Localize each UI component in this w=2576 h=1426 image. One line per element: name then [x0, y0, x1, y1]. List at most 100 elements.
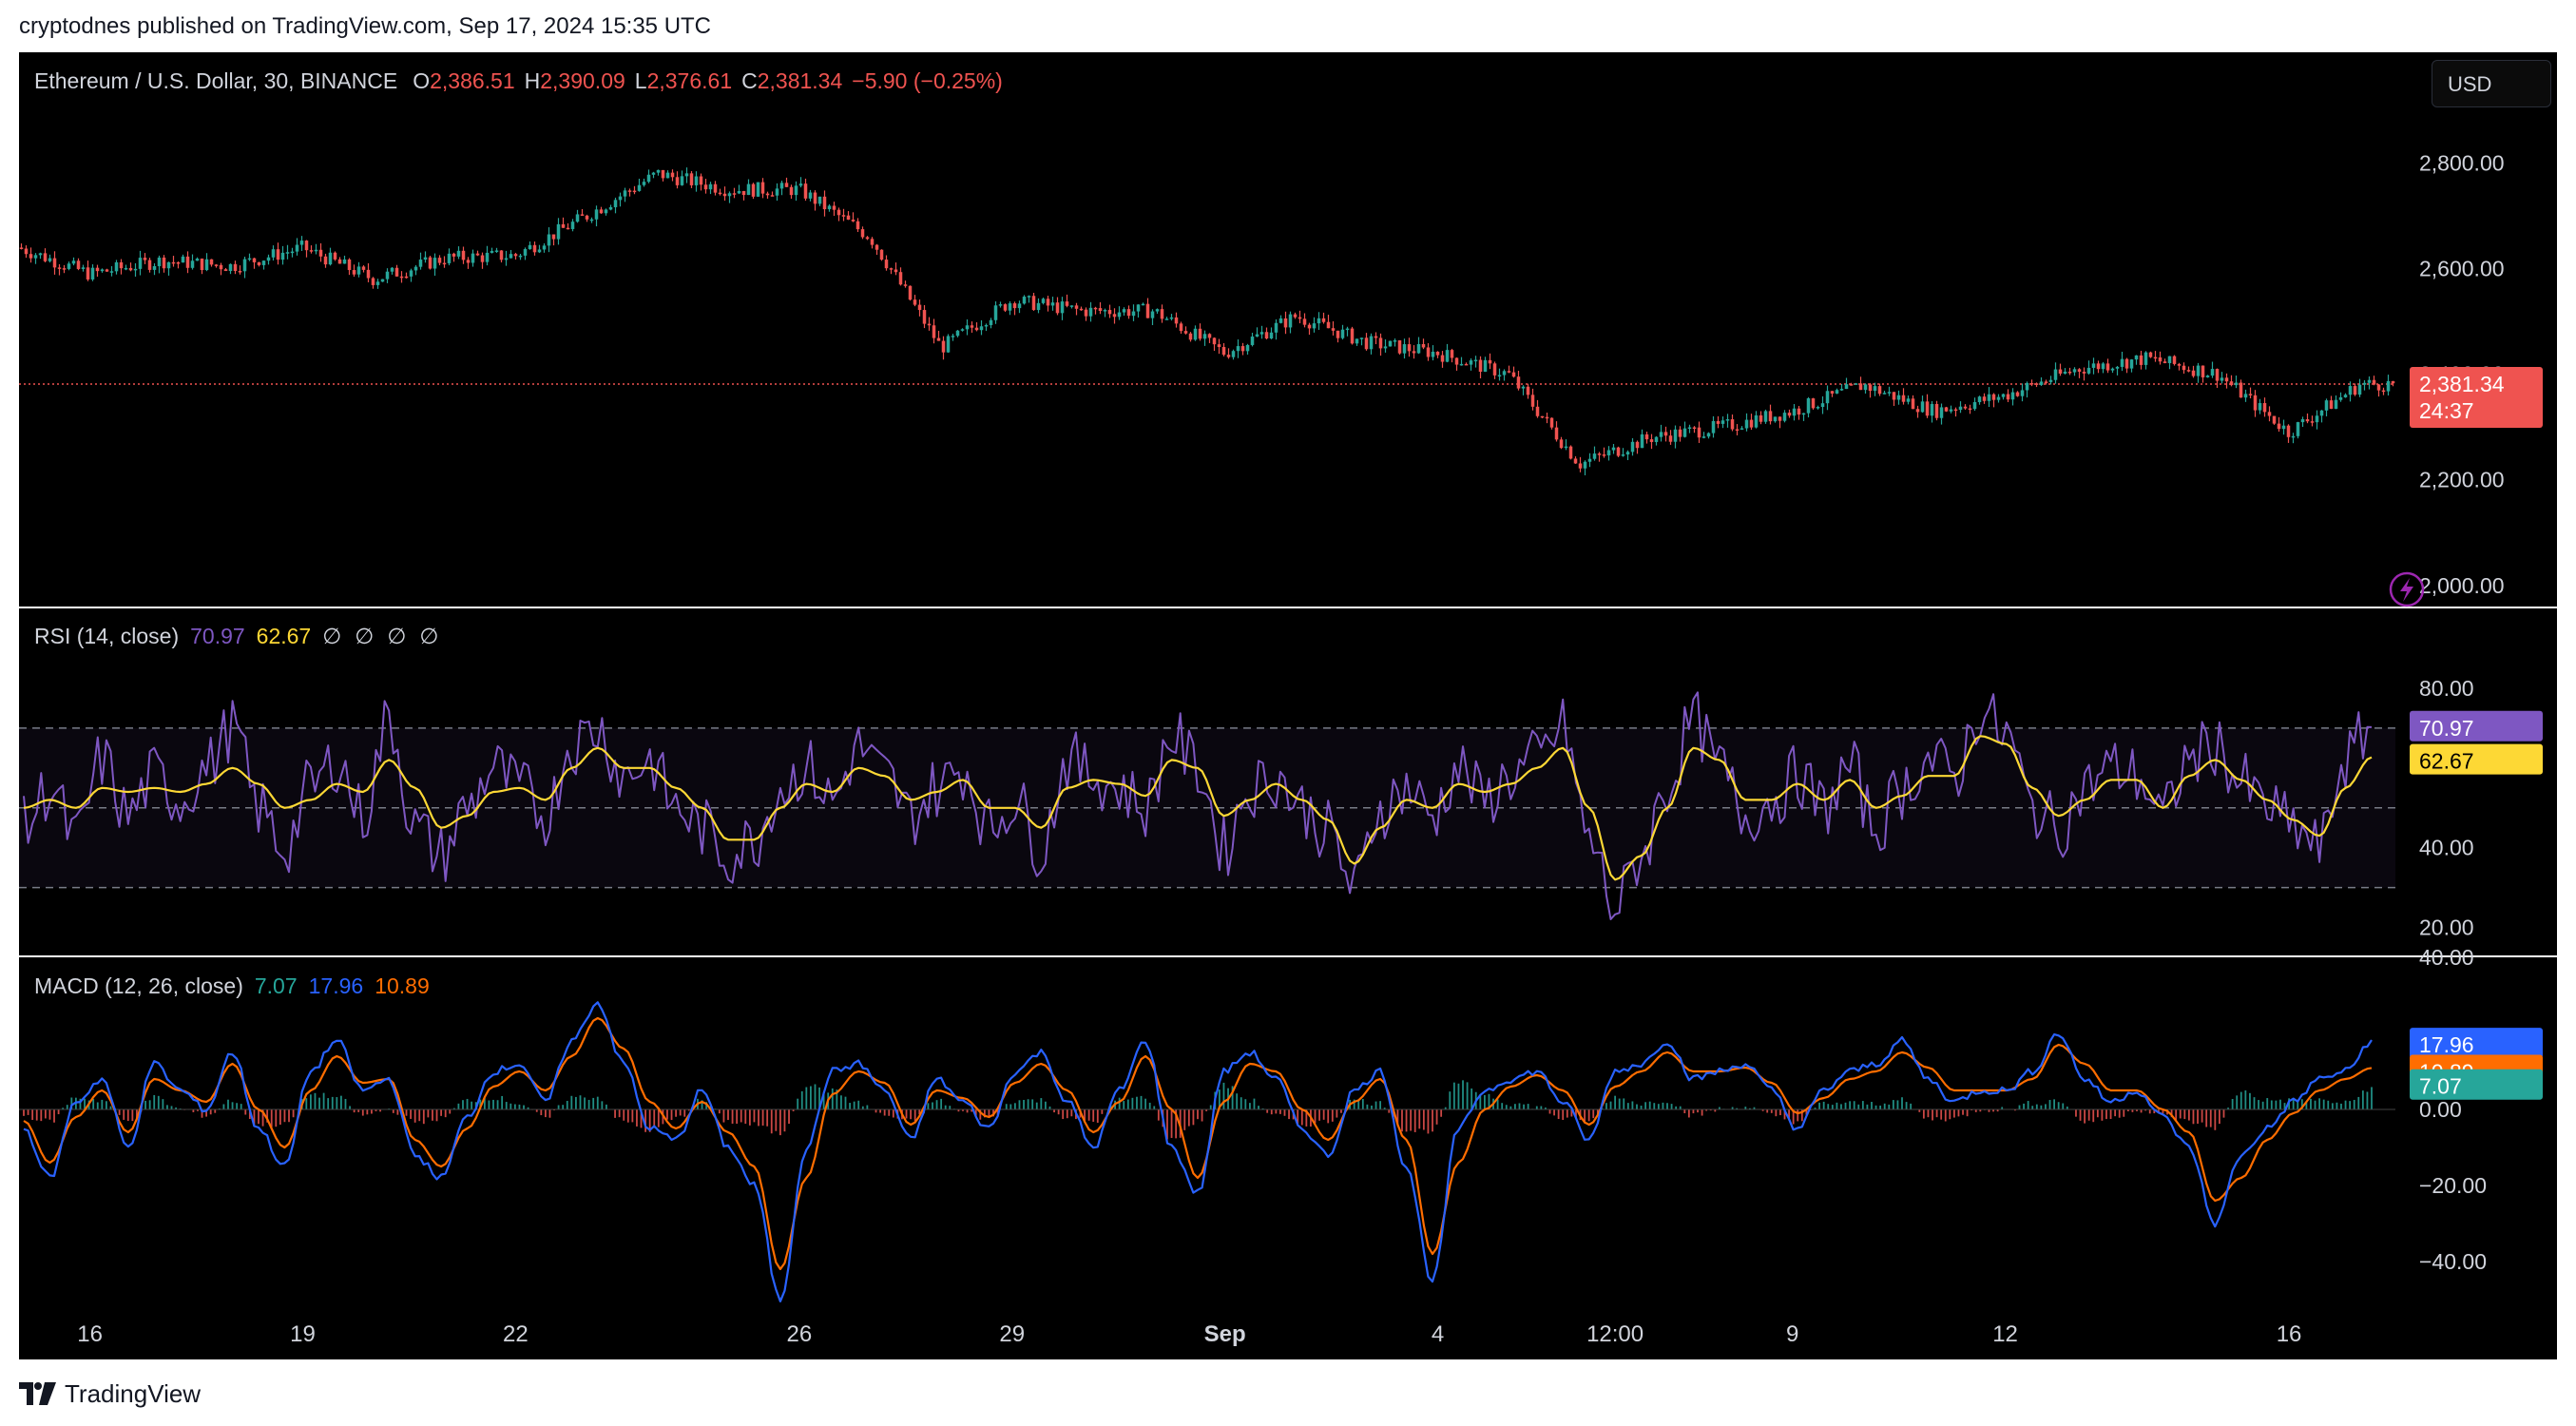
- candle-body: [1502, 371, 1507, 376]
- candle-body: [1578, 463, 1583, 469]
- candle-body: [922, 310, 927, 324]
- price-axis-tick: 2,200.00: [2419, 468, 2505, 492]
- candle-body: [1060, 301, 1065, 314]
- candle-body: [423, 257, 428, 260]
- candle-body: [1678, 429, 1682, 437]
- candle-body: [1701, 436, 1706, 438]
- candle-body: [276, 249, 280, 260]
- candle-body: [1854, 383, 1858, 385]
- candle-body: [993, 305, 998, 320]
- candle-body: [114, 261, 119, 272]
- chart-frame[interactable]: 2,800.002,600.002,400.002,200.002,000.00…: [19, 52, 2557, 1359]
- candle-body: [2129, 359, 2134, 369]
- candle-body: [2034, 383, 2039, 385]
- candle-body: [347, 259, 352, 271]
- candle-body: [309, 250, 314, 252]
- candle-body: [176, 261, 181, 264]
- candle-body: [2315, 415, 2319, 423]
- candle-body: [2110, 368, 2115, 371]
- lightning-icon[interactable]: [2389, 571, 2425, 607]
- candle-body: [1074, 305, 1079, 309]
- candle-body: [1725, 419, 1730, 421]
- chart-canvas[interactable]: 2,800.002,600.002,400.002,200.002,000.00…: [19, 52, 2557, 1359]
- candle-body: [1597, 453, 1602, 455]
- candle-body: [1388, 340, 1393, 347]
- candle-body: [2067, 371, 2072, 374]
- candle-body: [214, 264, 219, 266]
- candle-body: [2229, 381, 2234, 386]
- candle-body: [1160, 309, 1164, 319]
- candle-body: [1797, 408, 1801, 415]
- candle-body: [670, 172, 675, 178]
- candle-body: [252, 258, 257, 262]
- candle-body: [2096, 363, 2101, 370]
- candle-body: [941, 340, 946, 353]
- candle-body: [1830, 391, 1835, 394]
- candle-body: [1996, 396, 2001, 400]
- last-price-badge: [2410, 367, 2543, 429]
- candle-body: [2044, 381, 2048, 383]
- macd-value-badge: [2410, 1028, 2543, 1059]
- candle-body: [285, 252, 290, 254]
- candle-body: [356, 266, 361, 275]
- candle-body: [38, 253, 43, 256]
- candle-body: [1302, 318, 1307, 325]
- candle-body: [2053, 369, 2058, 380]
- candle-body: [1397, 339, 1402, 354]
- candle-body: [1920, 401, 1925, 413]
- candle-body: [1782, 413, 1787, 421]
- candle-body: [556, 223, 561, 240]
- candle-body: [1868, 384, 1873, 392]
- candle-body: [1882, 393, 1887, 395]
- candle-body: [2348, 386, 2353, 395]
- candle-body: [618, 196, 623, 201]
- candle-body: [718, 192, 722, 195]
- candle-body: [661, 169, 665, 179]
- candle-body: [732, 193, 737, 195]
- candle-body: [105, 269, 109, 272]
- candle-body: [1240, 346, 1245, 352]
- candle-body: [100, 269, 105, 272]
- candle-body: [1963, 406, 1968, 409]
- candle-body: [1934, 403, 1939, 418]
- candle-body: [1521, 386, 1526, 389]
- candle-body: [2025, 382, 2029, 391]
- candle-body: [1697, 427, 1701, 438]
- macd-legend: MACD (12, 26, close) 7.07 17.96 10.89: [34, 973, 430, 998]
- candle-body: [504, 258, 509, 260]
- candle-body: [499, 250, 504, 260]
- candle-body: [1573, 458, 1578, 464]
- candle-body: [466, 260, 471, 263]
- candle-body: [1278, 318, 1283, 323]
- candle-body: [998, 304, 1003, 306]
- lightning-icon-ring: [2389, 571, 2425, 607]
- hist-value-badge-text: 7.07: [2419, 1074, 2462, 1099]
- candle-body: [2376, 384, 2381, 391]
- candle-body: [1692, 427, 1697, 429]
- candle-body: [779, 183, 784, 189]
- currency-button[interactable]: USD: [2432, 60, 2551, 107]
- candle-body: [1806, 398, 1811, 414]
- candle-body: [2058, 369, 2063, 374]
- candle-body: [2343, 395, 2348, 397]
- candle-body: [798, 183, 803, 186]
- candle-body: [2143, 352, 2148, 365]
- time-axis-tick: 29: [999, 1321, 1025, 1347]
- candle-body: [242, 259, 247, 272]
- candle-body: [1939, 407, 1944, 418]
- candle-body: [2148, 352, 2153, 357]
- candle-body: [1202, 334, 1207, 339]
- candle-body: [2006, 394, 2010, 400]
- candle-body: [1264, 332, 1269, 338]
- candle-body: [870, 239, 875, 245]
- candle-body: [656, 169, 661, 173]
- candle-body: [1117, 312, 1122, 318]
- candle-body: [1730, 419, 1735, 430]
- candle-body: [551, 234, 556, 240]
- candle-body: [1991, 394, 1996, 400]
- candle-body: [1958, 406, 1963, 411]
- candle-body: [1103, 310, 1107, 312]
- candle-body: [2029, 382, 2034, 385]
- candle-body: [1017, 303, 1022, 309]
- tradingview-logo[interactable]: TradingView: [19, 1375, 201, 1413]
